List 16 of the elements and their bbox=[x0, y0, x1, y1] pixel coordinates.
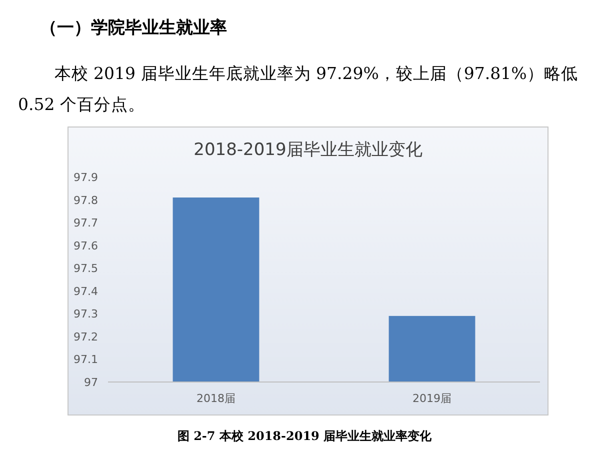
xtick: 2018届 bbox=[196, 392, 236, 405]
ytick: 97 bbox=[84, 376, 98, 389]
ytick: 97.3 bbox=[74, 308, 98, 321]
title: 2018-2019届毕业生就业变化 bbox=[194, 140, 422, 160]
ytick: 97.2 bbox=[74, 330, 98, 344]
ytick: 97.7 bbox=[74, 216, 98, 230]
ytick: 97.6 bbox=[74, 239, 98, 252]
annotation: （一）学院毕业生就业率 bbox=[40, 17, 227, 39]
xtick: 2019届 bbox=[412, 392, 452, 405]
ytick: 97.9 bbox=[74, 171, 98, 184]
ytick: 97.5 bbox=[74, 262, 98, 276]
ytick: 97.1 bbox=[74, 353, 98, 366]
annotation: 本校 2019 届毕业生年底就业率为 97.29%，较上届（97.81%）略低 0.52 个百分点。 bbox=[18, 63, 579, 116]
annotation: 图 2-7 本校 2018-2019 届毕业生就业率变化 bbox=[176, 428, 433, 445]
ytick: 97.8 bbox=[74, 194, 98, 207]
ytick: 97.4 bbox=[74, 284, 98, 298]
